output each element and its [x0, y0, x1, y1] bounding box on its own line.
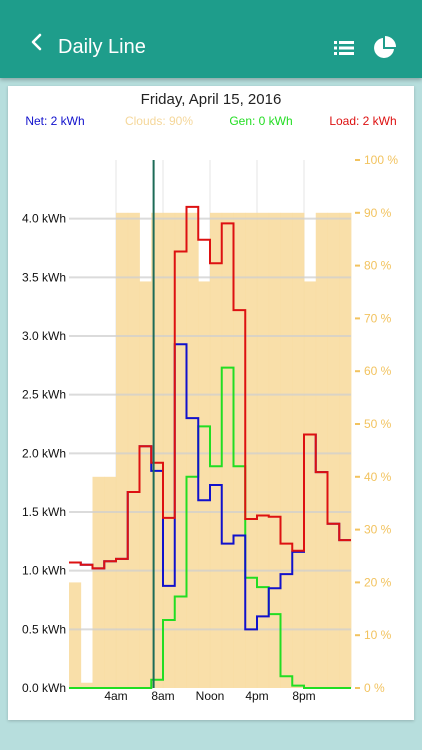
- list-icon[interactable]: [334, 40, 354, 56]
- y-right-tick-label: 70 %: [364, 311, 392, 325]
- cloud-bar: [92, 476, 105, 688]
- chart-card: Friday, April 15, 2016 Net: 2 kWh Clouds: …: [8, 86, 414, 720]
- y-left-tick-label: 2.0 kWh: [22, 446, 66, 460]
- y-right-tick-label: 40 %: [364, 470, 392, 484]
- y-left-tick-label: 3.5 kWh: [22, 270, 66, 284]
- y-right-tick-label: 100 %: [364, 153, 398, 167]
- y-right-tick-label: 30 %: [364, 523, 392, 537]
- app-bar: Daily Line: [0, 0, 422, 78]
- cloud-bar: [104, 476, 117, 688]
- cloud-bar: [315, 212, 328, 689]
- cloud-bar: [127, 212, 140, 689]
- cloud-bar: [174, 212, 187, 689]
- legend-item: Clouds: 90%: [125, 114, 193, 128]
- y-left-tick-label: 0.0 kWh: [22, 681, 66, 695]
- legend-item: Net: 2 kWh: [25, 114, 84, 128]
- load-series-line: [69, 205, 351, 570]
- chart-title: Friday, April 15, 2016: [141, 91, 282, 108]
- cloud-bar: [69, 582, 82, 688]
- y-left-tick-label: 1.5 kWh: [22, 505, 66, 519]
- cloud-bar: [268, 212, 281, 689]
- y-left-tick-label: 2.5 kWh: [22, 388, 66, 402]
- cloud-bar: [210, 212, 223, 689]
- y-right-tick-label: 60 %: [364, 364, 392, 378]
- y-right-tick-label: 90 %: [364, 206, 392, 220]
- legend-item: Gen: 0 kWh: [229, 114, 292, 128]
- y-right-tick-label: 20 %: [364, 575, 392, 589]
- x-tick-label: 8pm: [292, 689, 315, 703]
- gen-series-line: [69, 366, 351, 689]
- cloud-bar: [221, 212, 234, 689]
- cloud-bar: [339, 212, 352, 689]
- daily-chart: Friday, April 15, 2016 Net: 2 kWh Clouds: …: [22, 91, 398, 703]
- back-arrow-icon[interactable]: [26, 31, 48, 53]
- cloud-bar: [116, 212, 129, 689]
- y-left-tick-label: 4.0 kWh: [22, 212, 66, 226]
- cloud-bar: [257, 212, 270, 689]
- cloud-bar: [245, 212, 258, 689]
- cloud-bar: [80, 682, 93, 688]
- x-tick-label: Noon: [196, 689, 225, 703]
- cloud-bar: [304, 281, 317, 688]
- y-left-tick-label: 3.0 kWh: [22, 329, 66, 343]
- cloud-bar: [163, 212, 176, 689]
- x-tick-label: 8am: [151, 689, 174, 703]
- cloud-bar: [198, 281, 211, 688]
- legend-item: Load: 2 kWh: [329, 114, 396, 128]
- y-right-tick-label: 0 %: [364, 681, 385, 695]
- pie-chart-icon[interactable]: [372, 36, 396, 60]
- cloud-bar: [280, 212, 293, 689]
- cloud-bar: [233, 212, 246, 689]
- cloud-bar: [139, 281, 152, 688]
- cloud-bar: [292, 212, 305, 689]
- y-right-tick-label: 50 %: [364, 417, 392, 431]
- y-right-tick-label: 10 %: [364, 628, 392, 642]
- y-right-tick-label: 80 %: [364, 259, 392, 273]
- page-title: Daily Line: [58, 36, 146, 58]
- x-tick-label: 4pm: [245, 689, 268, 703]
- y-left-tick-label: 1.0 kWh: [22, 564, 66, 578]
- cloud-bar: [186, 212, 199, 689]
- x-tick-label: 4am: [104, 689, 127, 703]
- y-left-tick-label: 0.5 kWh: [22, 622, 66, 636]
- cloud-bar: [327, 212, 340, 689]
